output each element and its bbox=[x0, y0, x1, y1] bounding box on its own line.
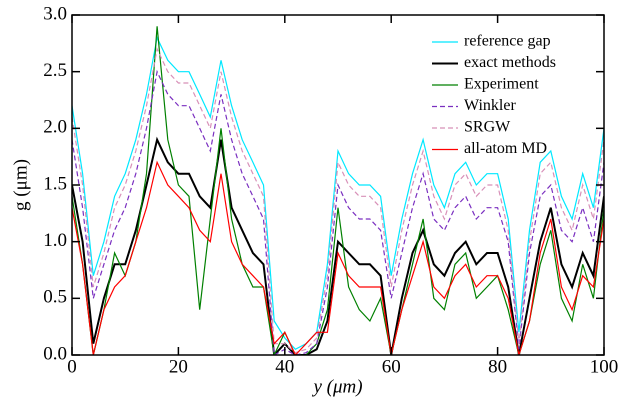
x-tick-label: 60 bbox=[382, 356, 401, 377]
legend-label: exact methods bbox=[464, 54, 556, 71]
legend-label: all-atom MD bbox=[464, 140, 547, 157]
y-tick-label: 2.0 bbox=[43, 117, 67, 138]
series-line bbox=[72, 26, 604, 355]
y-tick-label: 0.0 bbox=[43, 343, 67, 364]
legend-label: reference gap bbox=[464, 33, 551, 50]
y-tick-label: 2.5 bbox=[43, 60, 67, 81]
x-tick-label: 20 bbox=[169, 356, 188, 377]
y-tick-label: 0.5 bbox=[43, 287, 67, 308]
legend-label: Winkler bbox=[464, 97, 516, 114]
x-tick-label: 40 bbox=[275, 356, 294, 377]
y-axis-label: g (μm) bbox=[10, 159, 31, 211]
series-line bbox=[72, 136, 604, 355]
series-line bbox=[72, 160, 604, 355]
x-axis-label: y (μm) bbox=[311, 376, 362, 397]
y-tick-label: 3.0 bbox=[43, 3, 67, 24]
x-tick-label: 0 bbox=[67, 356, 77, 377]
legend-label: Experiment bbox=[464, 76, 539, 93]
series-line bbox=[72, 69, 604, 355]
x-tick-label: 80 bbox=[488, 356, 507, 377]
y-tick-label: 1.5 bbox=[43, 173, 67, 194]
x-tick-label: 100 bbox=[590, 356, 619, 377]
series-line bbox=[72, 47, 604, 354]
y-tick-label: 1.0 bbox=[43, 230, 67, 251]
series-line bbox=[72, 35, 604, 351]
legend-label: SRGW bbox=[464, 119, 511, 136]
